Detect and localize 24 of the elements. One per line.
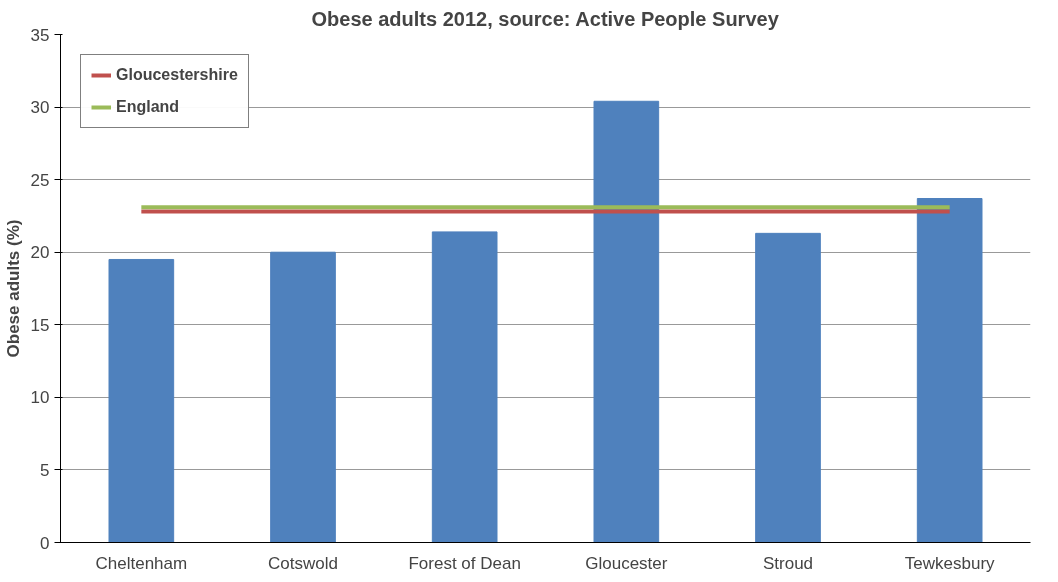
y-tick-label: 0 — [40, 533, 50, 553]
y-tick-label: 5 — [40, 460, 50, 480]
x-tick-label: Tewkesbury — [904, 553, 996, 573]
bar — [431, 231, 498, 543]
bar — [108, 258, 175, 543]
chart-title: Obese adults 2012, source: Active People Survey — [311, 7, 780, 30]
y-tick-label: 25 — [30, 170, 50, 190]
y-tick-label: 35 — [30, 25, 50, 45]
bar — [593, 100, 660, 543]
y-tick-label: 30 — [30, 98, 50, 118]
x-tick-label: Cheltenham — [95, 553, 188, 573]
y-tick-label: 15 — [30, 315, 50, 335]
y-axis-title: Obese adults (%) — [3, 219, 23, 358]
legend-label: England — [116, 98, 180, 116]
x-tick-label: Forest of Dean — [408, 553, 521, 573]
bar — [916, 198, 983, 543]
y-tick-label: 10 — [30, 388, 50, 408]
x-tick-label: Cotswold — [268, 553, 338, 573]
x-tick-label: Gloucester — [585, 553, 668, 573]
x-tick-label: Stroud — [762, 553, 814, 573]
bar — [755, 232, 821, 543]
y-tick-label: 20 — [30, 243, 50, 263]
bar — [270, 251, 336, 543]
legend-label: Gloucestershire — [116, 66, 238, 84]
